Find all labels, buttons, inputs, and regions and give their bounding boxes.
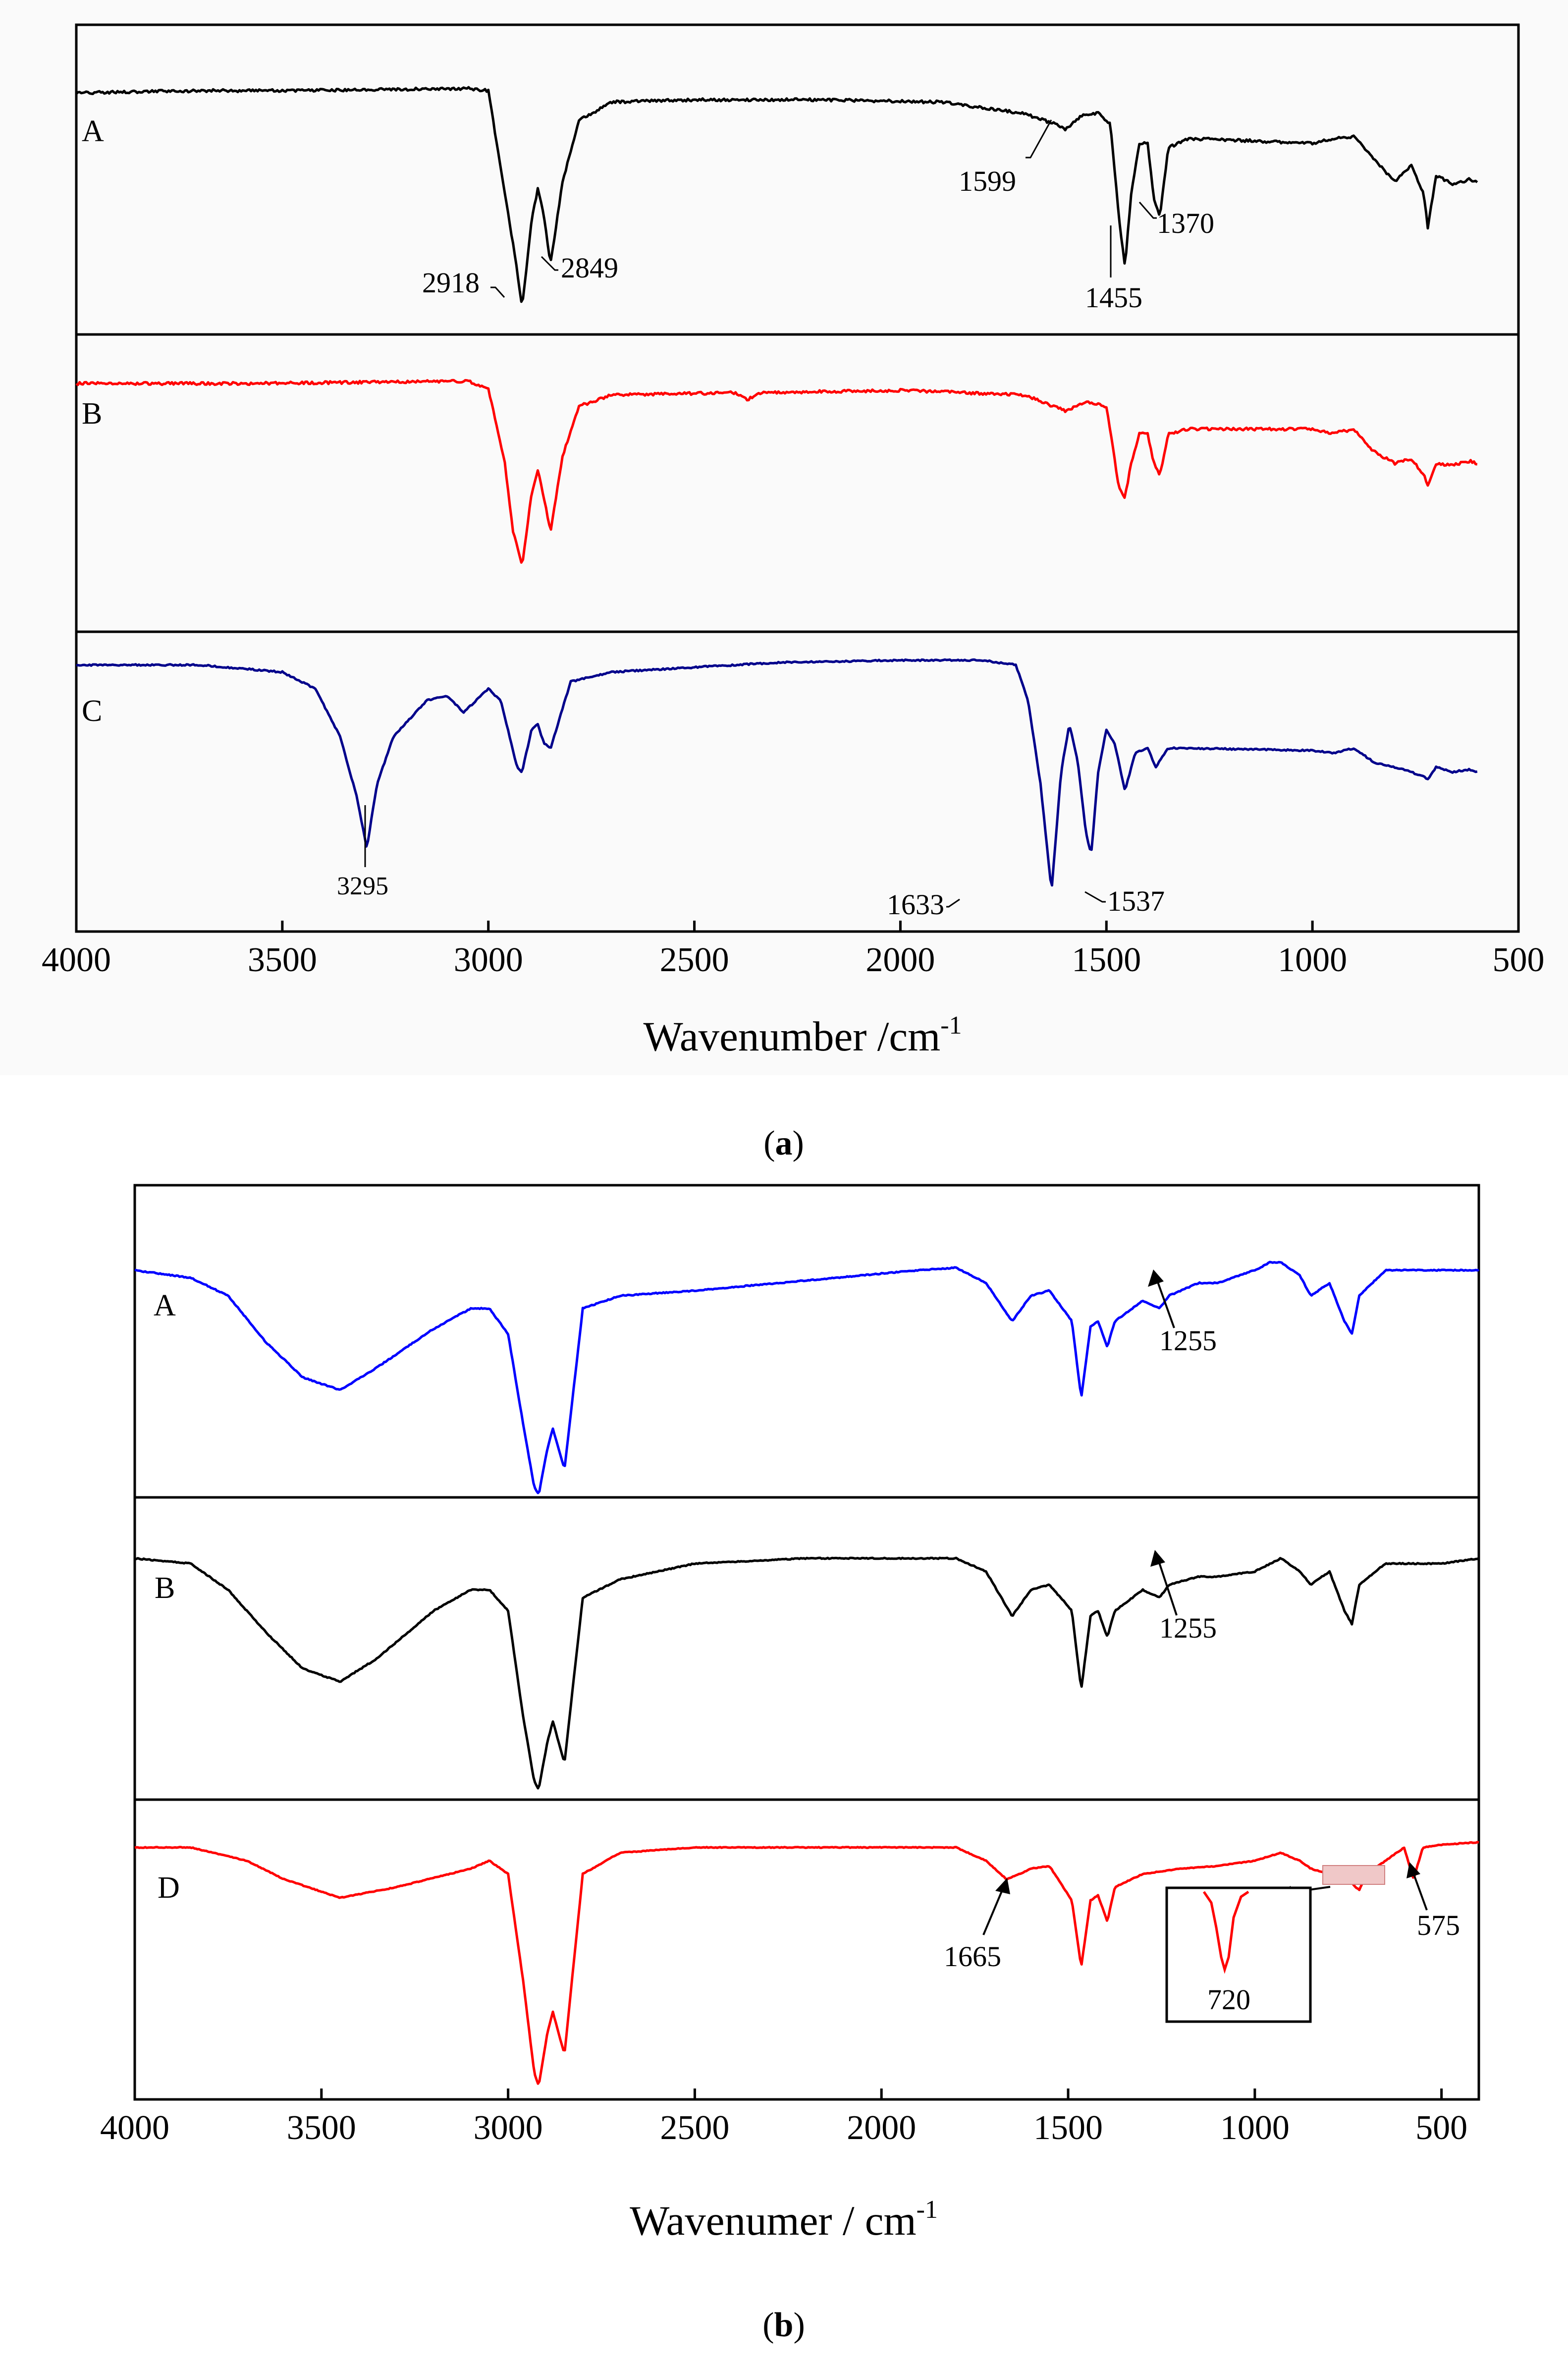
panel-b-frame (133, 1184, 1480, 2101)
zoom-highlight (1322, 1865, 1385, 1885)
x-tick-label: 3000 (454, 941, 523, 979)
panel-b-caption-letter: b (774, 2306, 794, 2344)
x-tick-label: 4000 (42, 941, 111, 979)
panel-a-callout-lines (364, 119, 1157, 908)
x-tick-label: 2500 (660, 2109, 729, 2147)
peak-label-1370: 1370 (1157, 207, 1214, 239)
inset-720-trace (1202, 1890, 1249, 1974)
peak-label-3295: 3295 (337, 872, 388, 900)
x-tick-label: 1500 (1072, 941, 1141, 979)
panel-a-x-axis-label: Wavenumber /cm-1 (643, 1011, 962, 1060)
panel-b-x-axis-label-text: Wavenumer / cm (630, 2198, 916, 2244)
panel-a-frame (75, 23, 1520, 933)
panel-b-trace-A (134, 1261, 1480, 1494)
arrowhead-1255-B (1150, 1550, 1165, 1567)
x-tick-label: 1000 (1278, 941, 1347, 979)
arrow-line-1665 (982, 1887, 1004, 1935)
peak-label-2849: 2849 (561, 252, 618, 284)
peak-label-1599: 1599 (959, 165, 1016, 197)
panel-a-trace-C (76, 658, 1478, 887)
x-tick-label: 2000 (865, 941, 935, 979)
panel-a-background (0, 0, 1568, 1075)
x-tick-label: 500 (1493, 941, 1545, 979)
panel-b-trace-label-D: D (158, 1871, 180, 1905)
x-tick-label: 3000 (474, 2109, 543, 2147)
panel-b-x-axis-label: Wavenumer / cm-1 (630, 2196, 938, 2244)
x-tick-label: 4000 (100, 2109, 169, 2147)
callout-line-1370 (1138, 202, 1157, 219)
panel-b-caption: (b) (762, 2306, 805, 2344)
x-tick-label: 500 (1415, 2109, 1467, 2147)
panel-a-trace-B (75, 379, 1478, 564)
x-tick-label: 3500 (248, 941, 317, 979)
panel-b-trace-D (134, 1841, 1479, 2085)
callout-line-1599 (1026, 119, 1052, 159)
panel-b-trace-B (134, 1556, 1479, 1790)
arrowhead-575 (1406, 1862, 1420, 1878)
panel-b-trace-label-A: A (154, 1289, 176, 1322)
callout-line-2849 (541, 256, 558, 271)
arrow-line-1255-B (1157, 1559, 1178, 1616)
panel-a-x-axis-label-sup: -1 (940, 1011, 962, 1040)
panel-b-x-ticks: 4000 3500 3000 2500 2000 1500 1000 500 (100, 2089, 1467, 2147)
x-tick-label: 2500 (660, 941, 729, 979)
x-tick-label: 1500 (1033, 2109, 1103, 2147)
panel-a: A B C 2918 2849 1599 1455 1370 3295 1633… (0, 0, 1568, 1075)
panel-b-x-axis-label-sup: -1 (917, 2196, 938, 2224)
peak-label-1255-B: 1255 (1159, 1612, 1217, 1644)
panel-a-x-ticks: 4000 3500 3000 2500 2000 1500 1000 500 (42, 921, 1545, 979)
x-tick-label: 3500 (287, 2109, 356, 2147)
callout-line-1537 (1084, 891, 1106, 903)
peak-label-575: 575 (1417, 1909, 1460, 1941)
panel-b: A B D 1255 1255 1665 575 720 4000 35 (100, 1184, 1480, 2244)
panel-a-trace-label-C: C (82, 694, 102, 728)
peak-label-1455: 1455 (1085, 281, 1142, 314)
peak-label-720: 720 (1207, 1983, 1250, 2016)
peak-label-1255-A: 1255 (1159, 1324, 1217, 1357)
arrowhead-1255-A (1148, 1269, 1164, 1287)
callout-line-1633 (946, 898, 960, 908)
arrow-line-1255-A (1156, 1279, 1175, 1328)
peak-label-2918: 2918 (422, 267, 480, 299)
panel-a-trace-A (75, 86, 1478, 303)
panel-a-trace-label-A: A (82, 114, 104, 148)
callout-line-2918 (490, 286, 505, 298)
arrowhead-1665 (995, 1878, 1010, 1894)
peak-label-1633: 1633 (887, 888, 944, 921)
x-tick-label: 2000 (847, 2109, 916, 2147)
panel-a-trace-label-B: B (82, 397, 102, 431)
panel-a-x-axis-label-text: Wavenumber /cm (643, 1013, 940, 1060)
panel-a-caption: (a) (763, 1124, 804, 1162)
panel-b-trace-label-B: B (155, 1571, 175, 1605)
peak-label-1665: 1665 (944, 1940, 1001, 1973)
peak-label-1537: 1537 (1107, 885, 1165, 917)
x-tick-label: 1000 (1220, 2109, 1290, 2147)
inset-box (1165, 1886, 1312, 2023)
panel-a-caption-letter: a (775, 1124, 793, 1162)
arrow-line-575 (1412, 1871, 1428, 1911)
